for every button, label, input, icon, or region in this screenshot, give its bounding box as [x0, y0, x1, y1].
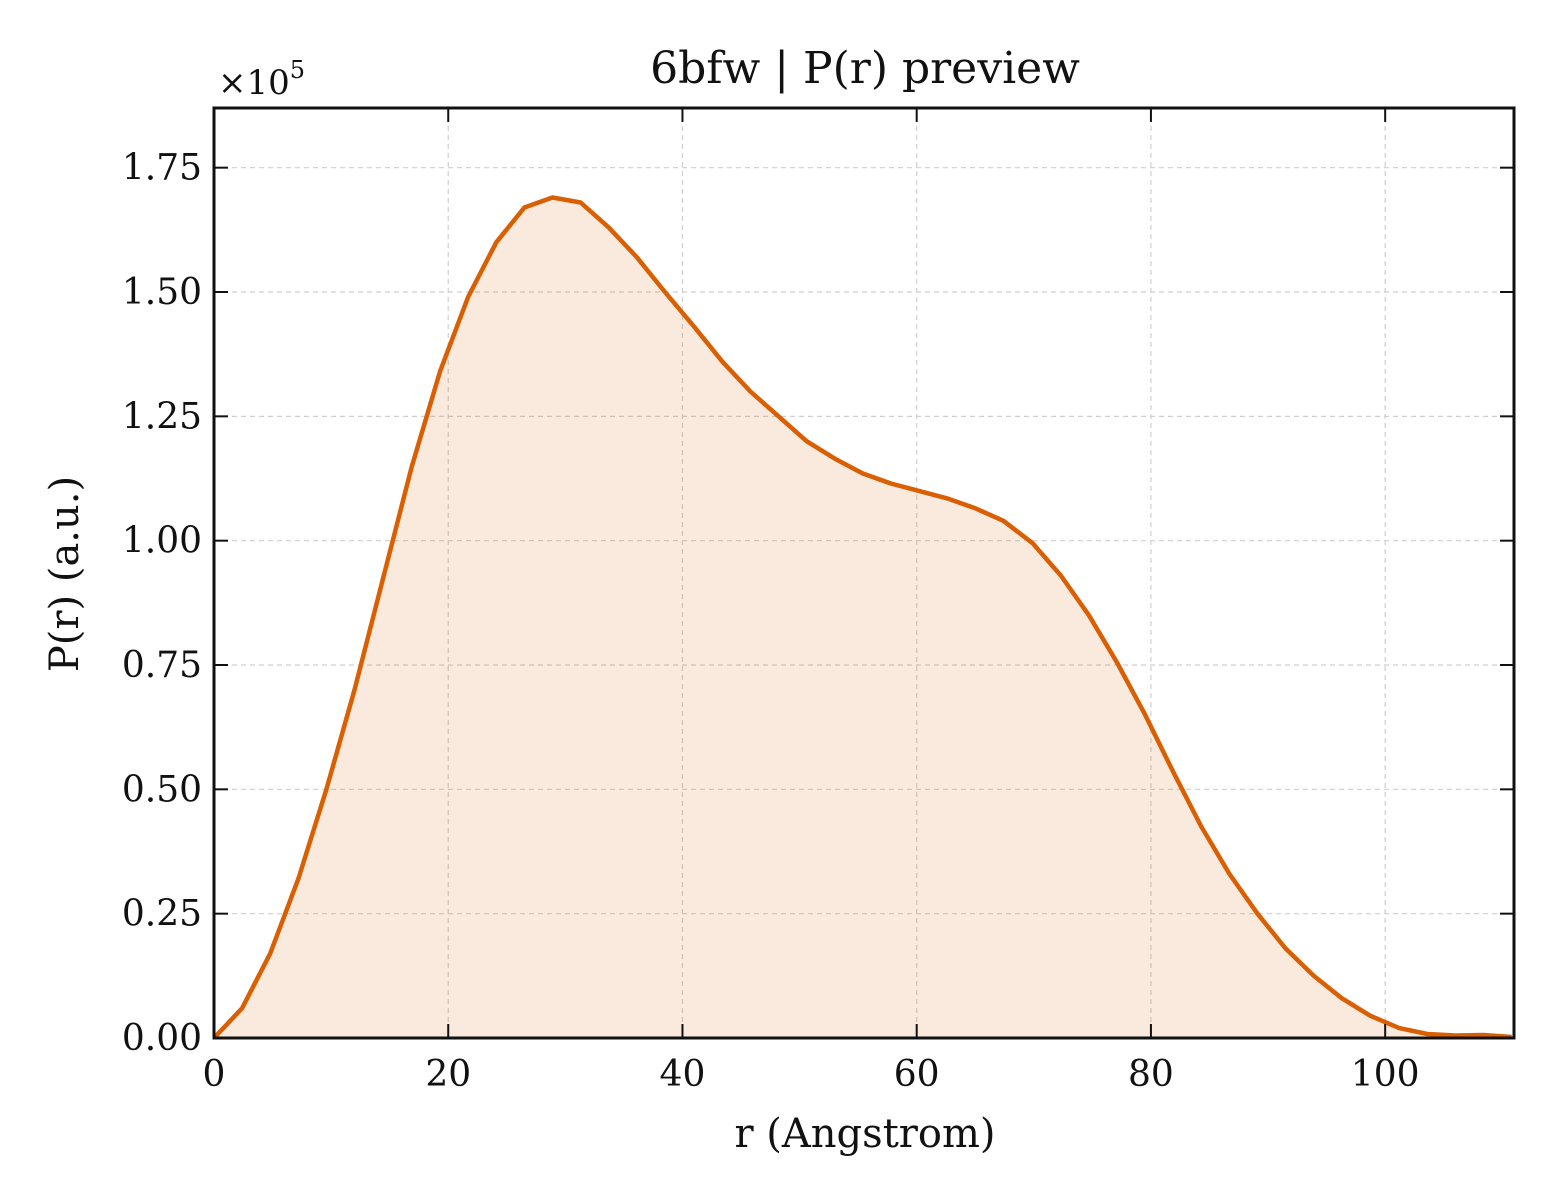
x-tick-label: 20	[425, 1054, 471, 1095]
y-tick-label: 1.75	[122, 148, 202, 189]
y-multiplier-exponent: 5	[290, 56, 305, 84]
chart-title: 6bfw | P(r) preview	[650, 43, 1080, 94]
y-tick-label: 0.75	[122, 645, 202, 686]
y-tick-label: 1.25	[122, 396, 202, 437]
x-tick-label: 60	[894, 1054, 940, 1095]
y-tick-label: 0.25	[122, 894, 202, 935]
y-tick-label: 1.50	[122, 272, 202, 313]
pr-curve-line	[212, 195, 1512, 1040]
y-tick-label: 1.00	[122, 521, 202, 562]
x-tick-label: 100	[1351, 1054, 1420, 1095]
x-axis-label: r (Angstrom)	[734, 1111, 995, 1157]
tick-labels: 0 20 40 60 80 100 0.00 0.25 0.50 0.75 1.00 1.25 1.50…	[122, 148, 1420, 1095]
y-tick-label: 0.00	[122, 1018, 202, 1059]
y-axis-label: P(r) (a.u.)	[42, 476, 88, 672]
grid	[214, 108, 1514, 1038]
x-tick-label: 80	[1128, 1054, 1174, 1095]
x-tick-label: 0	[203, 1054, 226, 1095]
y-multiplier: ×105	[218, 56, 305, 103]
pr-area-fill	[214, 197, 1512, 1038]
x-tick-label: 40	[660, 1054, 706, 1095]
y-tick-label: 0.50	[122, 769, 202, 810]
plot-frame	[212, 106, 1516, 1040]
y-multiplier-base: ×10	[218, 63, 290, 103]
